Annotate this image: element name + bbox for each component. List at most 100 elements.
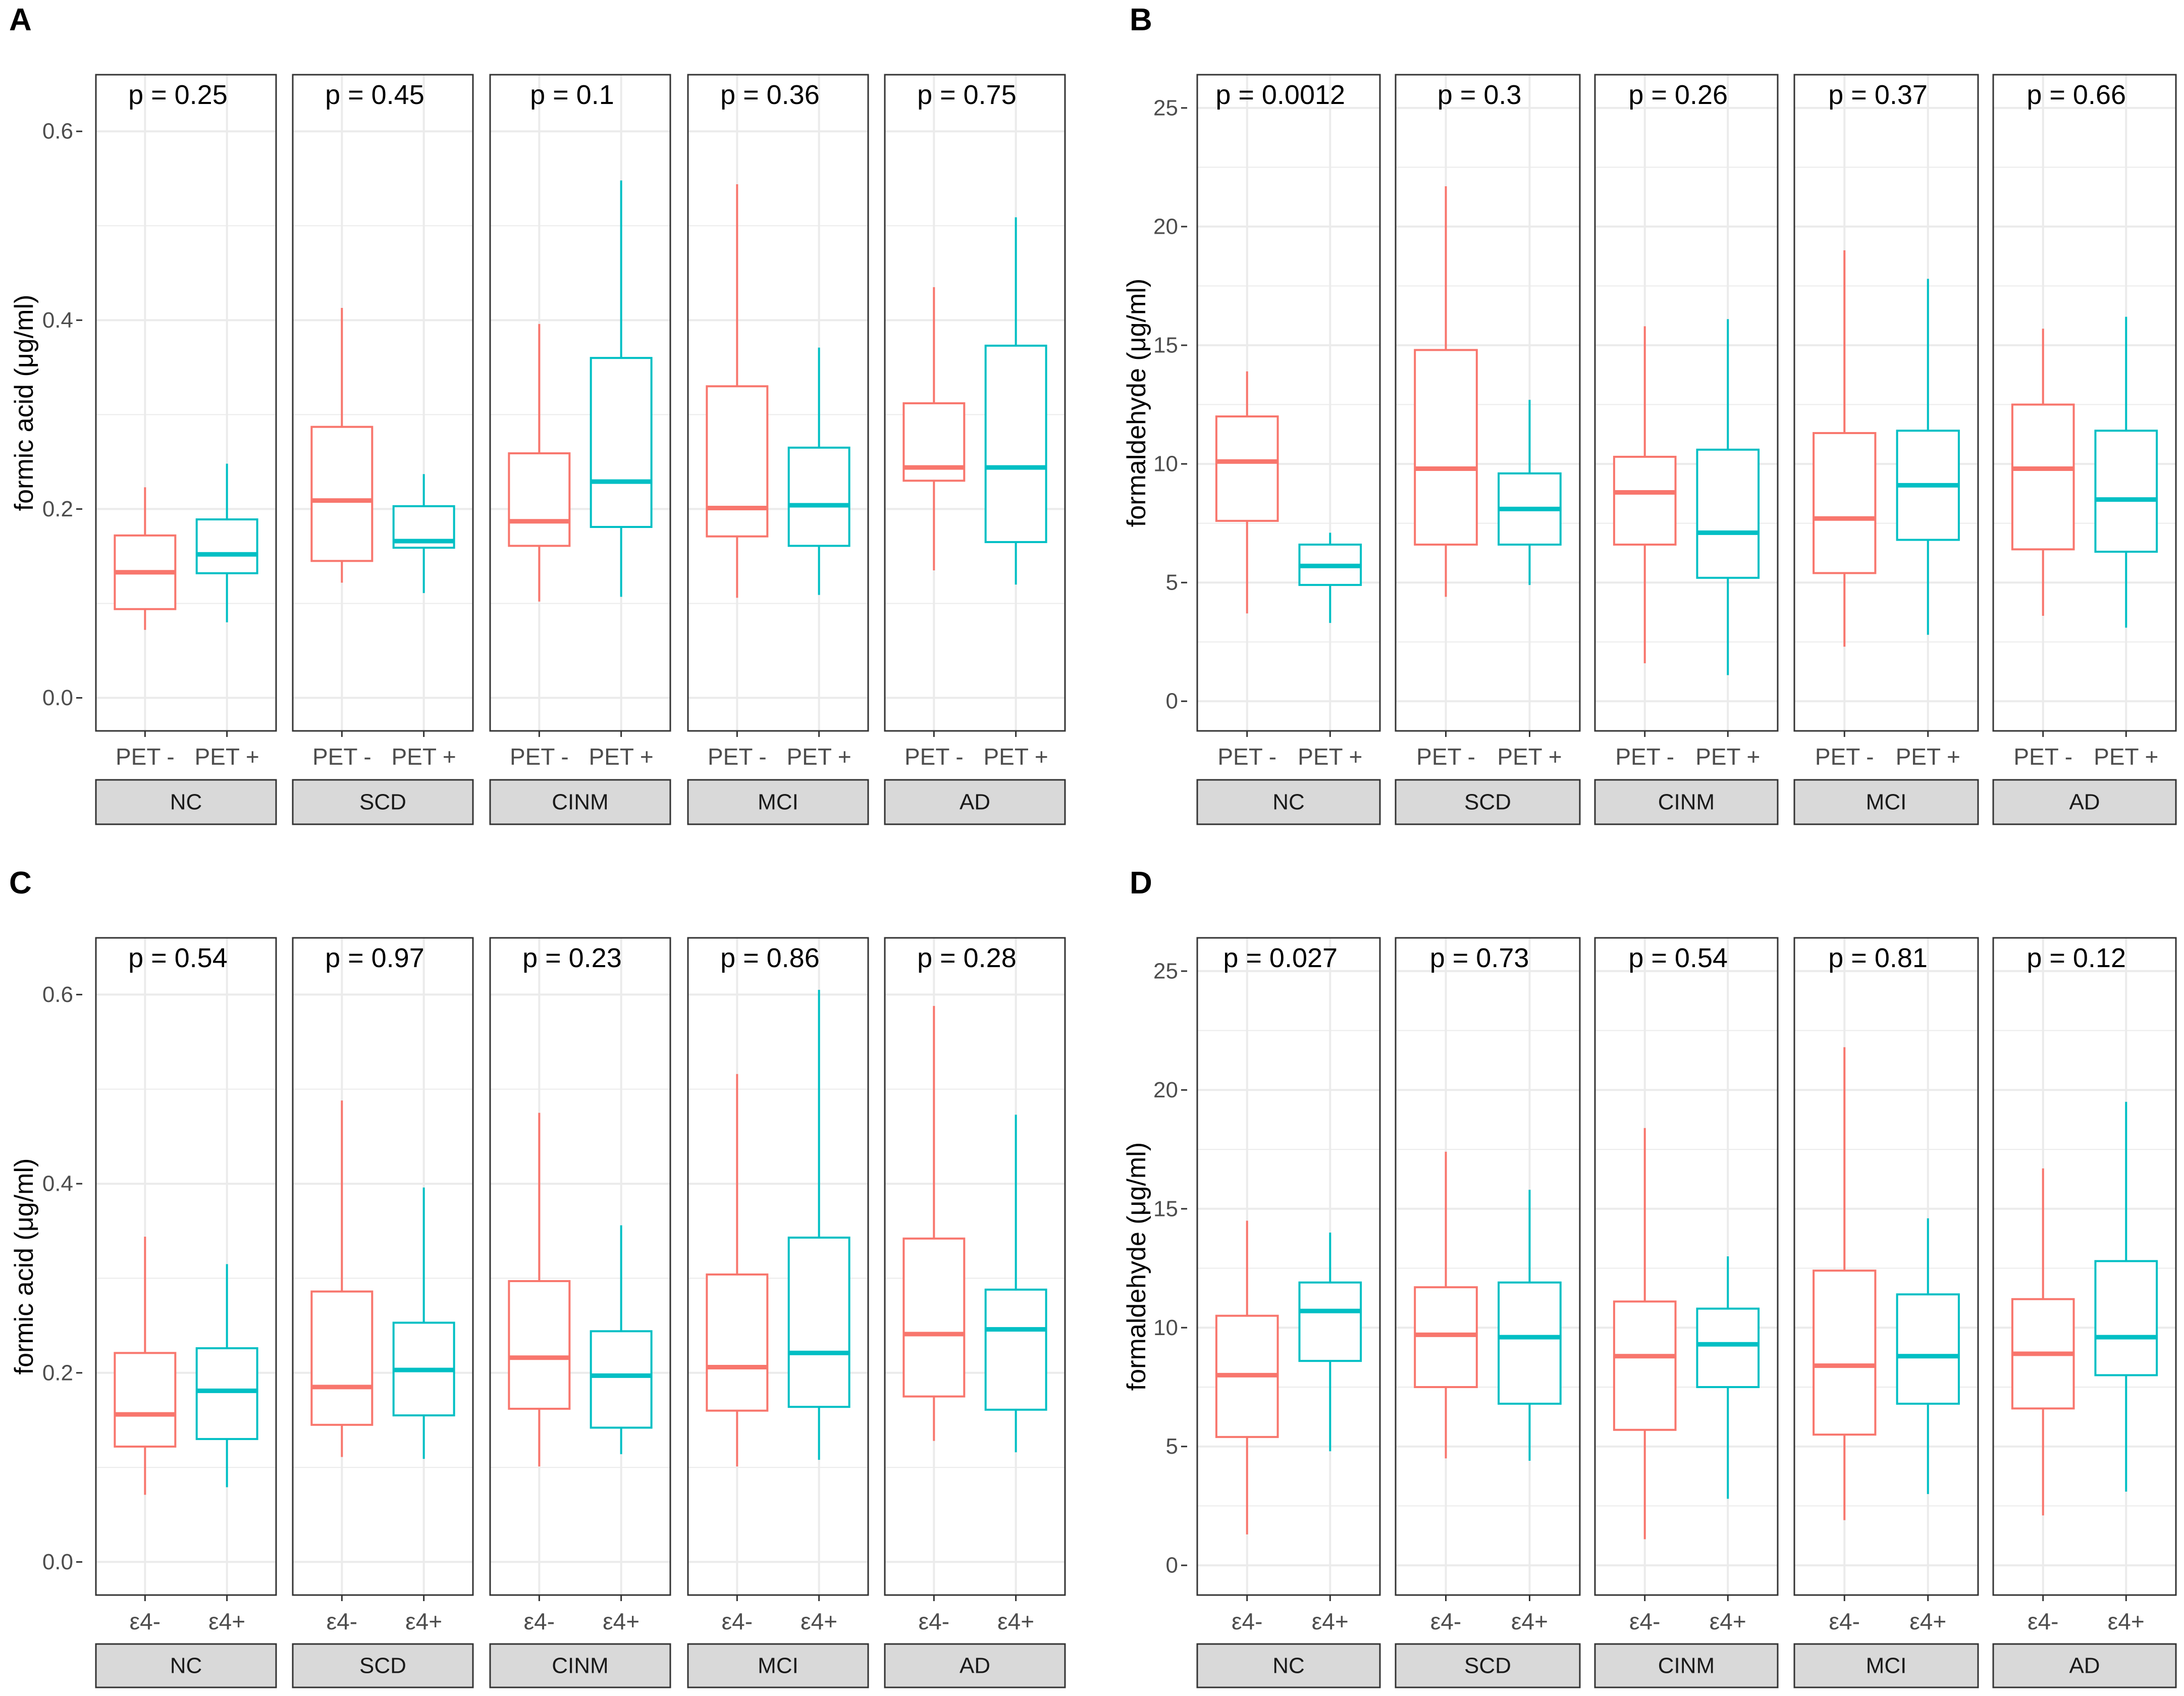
y-tick-label: 20 (1153, 1078, 1178, 1102)
box-group1 (902, 287, 966, 571)
box-iqr (195, 1347, 258, 1440)
y-tick-label: 0 (1166, 689, 1178, 714)
facet-cinm: p = 0.26 PET - PET + CINM (1594, 74, 1779, 825)
facet-frame (1992, 74, 2177, 732)
p-value-label: p = 0.54 (1628, 943, 1728, 973)
facet-strip (1196, 779, 1381, 825)
facet-strip-label: NC (170, 790, 202, 815)
box-group1 (1215, 371, 1279, 614)
facet-strip-label: AD (960, 1654, 990, 1678)
box-group1 (1813, 1047, 1877, 1520)
y-tick-label: 0.6 (42, 119, 73, 144)
p-value-label: p = 0.26 (1628, 80, 1728, 110)
facet-nc: p = 0.54 ε4- ε4+NC (95, 937, 277, 1688)
facet-mci: p = 0.36 PET - PET + MCI (687, 74, 869, 825)
y-axis-label: formaldehyde (μg/ml) (1122, 1142, 1151, 1391)
x-tick-label: PET + (2094, 744, 2158, 770)
facet-ad: p = 0.28 ε4- ε4+ AD (884, 937, 1066, 1688)
p-value-label: p = 0.97 (325, 943, 424, 973)
box-iqr (310, 1290, 374, 1426)
box-group1 (706, 184, 769, 598)
facet-frame (489, 937, 671, 1596)
x-tick-label: ε4- (327, 1608, 357, 1634)
p-value-label: p = 0.0012 (1215, 80, 1345, 110)
box-iqr (1813, 432, 1877, 574)
box-iqr (1813, 1269, 1877, 1436)
box-iqr (1613, 1300, 1677, 1431)
facet-frame (1395, 74, 1581, 732)
box-iqr (706, 1273, 769, 1412)
panel-label: A (9, 3, 32, 37)
y-tick-label: 25 (1153, 95, 1178, 120)
facet-scd: p = 0.3 PET - PET + SCD (1395, 74, 1581, 825)
p-value-label: p = 0.3 (1437, 80, 1522, 110)
box-iqr (114, 1352, 177, 1448)
p-value-label: p = 0.81 (1828, 943, 1928, 973)
box-iqr (1498, 1281, 1562, 1405)
box-group2 (787, 347, 850, 595)
box-iqr (590, 357, 653, 528)
box-iqr (195, 518, 258, 574)
facet-strip-label: SCD (359, 790, 406, 815)
facet-strip-label: CINM (552, 790, 608, 815)
box-group1 (2011, 1168, 2075, 1516)
box-iqr (1696, 448, 1760, 579)
facet-strip-label: SCD (359, 1654, 406, 1678)
facet-strip-label: MCI (758, 1654, 798, 1678)
box-group1 (2011, 329, 2075, 616)
x-tick-label: PET - (708, 744, 767, 770)
box-group2 (590, 180, 653, 597)
x-tick-label: ε4+ (801, 1608, 837, 1634)
box-group2 (1696, 1256, 1760, 1499)
y-tick-label: 0.6 (42, 982, 73, 1007)
x-tick-label: ε4- (1430, 1608, 1461, 1634)
box-iqr (1414, 1286, 1478, 1388)
x-tick-label: PET - (904, 744, 964, 770)
x-tick-label: ε4+ (208, 1608, 245, 1634)
facet-strip (884, 1643, 1066, 1688)
facet-nc: p = 0.0012 PET - PET + NC (1196, 74, 1381, 825)
facet-mci: p = 0.86 ε4- ε4+MCI (687, 937, 869, 1688)
x-tick-label: PET - (510, 744, 569, 770)
panel-label: D (1130, 866, 1152, 900)
facet-strip (292, 1643, 474, 1688)
p-value-label: p = 0.45 (325, 80, 424, 110)
x-tick-label: PET + (195, 744, 259, 770)
facet-mci: p = 0.81 ε4- ε4+MCI (1793, 937, 1979, 1688)
x-tick-label: ε4+ (1909, 1608, 1946, 1634)
box-group2 (392, 1187, 455, 1459)
box-iqr (984, 1288, 1047, 1411)
facet-strip (1992, 779, 2177, 825)
x-tick-label: PET + (589, 744, 654, 770)
facet-frame (1395, 937, 1581, 1596)
p-value-label: p = 0.36 (720, 80, 820, 110)
y-tick-label: 10 (1153, 1315, 1178, 1340)
facet-strip-label: MCI (1866, 1654, 1907, 1678)
box-iqr (1298, 1281, 1362, 1362)
x-tick-label: ε4- (1232, 1608, 1262, 1634)
y-tick-label: 5 (1166, 1434, 1178, 1459)
p-value-label: p = 0.027 (1223, 943, 1338, 973)
y-tick-label: 10 (1153, 452, 1178, 476)
box-group1 (310, 1100, 374, 1457)
facet-frame (1594, 937, 1779, 1596)
box-iqr (2094, 1260, 2158, 1376)
y-tick-label: 25 (1153, 959, 1178, 983)
box-iqr (984, 344, 1047, 543)
p-value-label: p = 0.37 (1828, 80, 1928, 110)
p-value-label: p = 0.54 (128, 943, 228, 973)
facet-strip (1196, 1643, 1381, 1688)
box-iqr (1696, 1307, 1760, 1388)
x-tick-label: ε4+ (1710, 1608, 1746, 1634)
box-group2 (1896, 1218, 1960, 1494)
box-group2 (984, 1115, 1047, 1453)
box-iqr (310, 426, 374, 562)
y-axis-label: formic acid (μg/ml) (10, 1158, 39, 1375)
y-tick-label: 0 (1166, 1553, 1178, 1578)
box-iqr (590, 1330, 653, 1429)
x-tick-label: PET - (1217, 744, 1276, 770)
y-tick-label: 0.0 (42, 1550, 73, 1574)
